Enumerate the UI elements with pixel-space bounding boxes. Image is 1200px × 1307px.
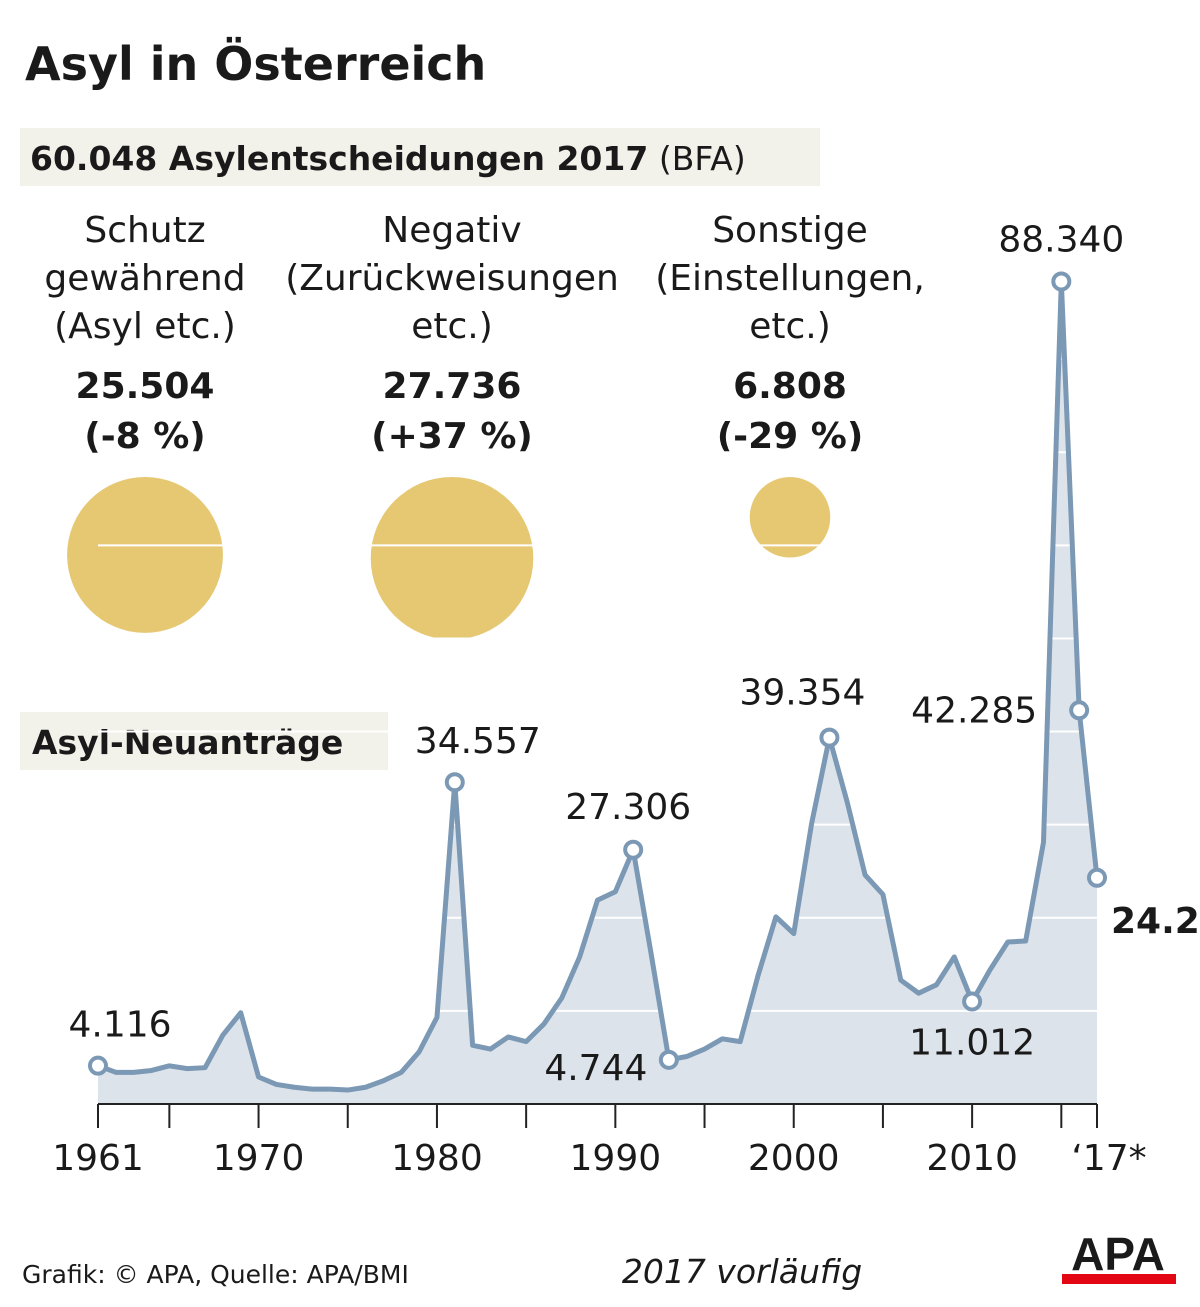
data-label: 34.557: [415, 721, 541, 762]
chart-title-box: [20, 712, 388, 770]
x-tick-label: 1970: [213, 1138, 305, 1179]
x-tick-label: 1990: [570, 1138, 662, 1179]
title: Asyl in Österreich: [25, 37, 486, 91]
point: [962, 991, 983, 1012]
data-label: 11.012: [909, 1022, 1035, 1063]
category-label: (Zurückweisungen: [285, 258, 619, 299]
data-label: 42.285: [911, 690, 1037, 731]
category-label: (Asyl etc.): [54, 306, 236, 347]
x-tick-label: 2010: [926, 1138, 1018, 1179]
point: [88, 1055, 108, 1076]
data-label: 4.116: [68, 1005, 171, 1046]
value-label: 25.504: [76, 366, 215, 407]
category-label: etc.): [411, 306, 493, 347]
x-tick-label: ‘17*: [1071, 1138, 1146, 1179]
x-tick-label: 1980: [391, 1138, 483, 1179]
category-label: gewährend: [44, 258, 245, 299]
point: [658, 1049, 679, 1070]
category-label: Sonstige: [712, 210, 868, 251]
value-label: 6.808: [733, 366, 847, 407]
x-tick-label: 1961: [52, 1138, 144, 1179]
point: [819, 727, 840, 748]
point: [623, 839, 644, 860]
category-label: Negativ: [382, 210, 521, 251]
category-label: (Einstellungen,: [655, 258, 925, 299]
point: [1087, 867, 1107, 888]
point: [444, 772, 465, 793]
data-label: 27.306: [565, 787, 691, 828]
bubble: [67, 477, 223, 633]
data-label: 39.354: [739, 673, 865, 714]
note: 2017 vorläufig: [622, 1252, 862, 1291]
logo: APA: [1071, 1228, 1165, 1280]
x-tick-label: 2000: [748, 1138, 840, 1179]
bubble: [370, 477, 534, 640]
subheader-title: 60.048 Asylentscheidungen 2017: [30, 139, 648, 178]
value-label: 27.736: [383, 366, 522, 407]
change-label: (-8 %): [84, 416, 206, 457]
bubble: [749, 477, 831, 558]
area: [98, 281, 1097, 1105]
data-label: 4.744: [544, 1048, 647, 1089]
source: Grafik: © APA, Quelle: APA/BMI: [22, 1260, 409, 1289]
data-label: 24.296: [1111, 901, 1200, 942]
category-label: etc.): [749, 306, 831, 347]
subheader-note: (BFA): [659, 139, 746, 178]
subheader: 60.048 Asylentscheidungen 2017 (BFA): [30, 139, 746, 178]
change-label: (+37 %): [371, 416, 533, 457]
line: [97, 278, 1100, 1093]
logo-bar: [1062, 1274, 1176, 1284]
change-label: (-29 %): [717, 416, 864, 457]
data-label: 88.340: [998, 219, 1124, 260]
point: [1051, 271, 1072, 292]
category-label: Schutz: [84, 210, 205, 251]
point: [1069, 700, 1090, 721]
chart-title: Asyl-Neuanträge: [32, 723, 343, 762]
subheader-box: [20, 128, 820, 186]
